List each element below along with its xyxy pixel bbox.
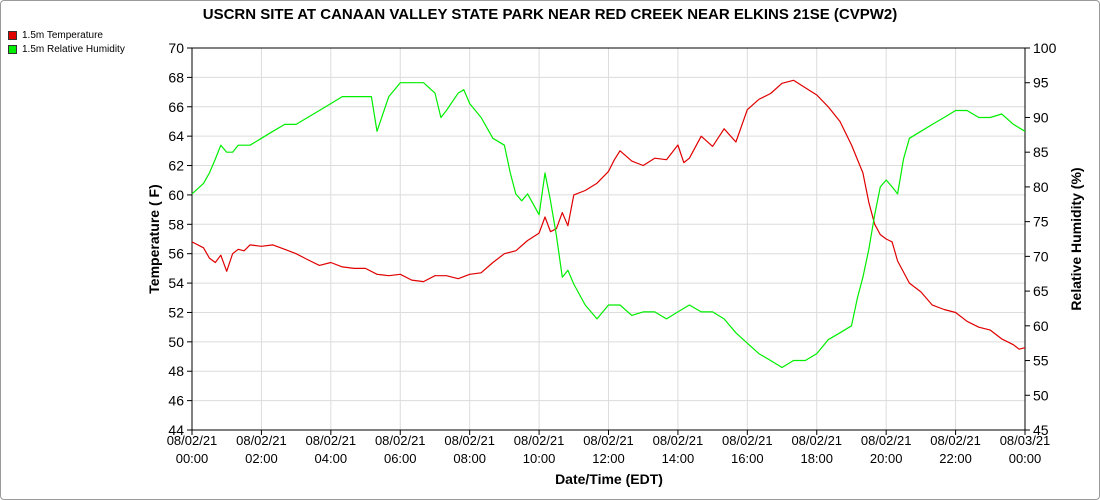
y-left-tick-label: 50 [168, 334, 184, 350]
y-left-tick-label: 68 [168, 69, 184, 85]
y-left-tick-label: 62 [168, 158, 184, 174]
chart-title: USCRN SITE AT CANAAN VALLEY STATE PARK N… [203, 6, 898, 23]
y-left-tick-label: 66 [168, 99, 184, 115]
axis-ticks: 44 46 48 50 52 54 56 58 60 62 64 66 68 70 45 50 55 60 65 70… [167, 40, 1057, 466]
x-tick-label-date: 08/02/21 [167, 433, 218, 448]
y-right-tick-label: 100 [1033, 40, 1057, 56]
x-tick-label-date: 08/02/21 [861, 433, 912, 448]
y-left-tick-label: 58 [168, 216, 184, 232]
y-left-tick-label: 60 [168, 187, 184, 203]
y-left-tick-label: 70 [168, 40, 184, 56]
x-tick-label-time: 20:00 [870, 451, 903, 466]
x-tick-label-time: 18:00 [800, 451, 833, 466]
x-tick-label-date: 08/02/21 [514, 433, 565, 448]
y-left-tick-label: 64 [168, 128, 184, 144]
temperature-series-line [191, 79, 1026, 350]
x-tick-label-date: 08/02/21 [722, 433, 773, 448]
x-tick-label-time: 12:00 [592, 451, 625, 466]
series-layer [191, 79, 1026, 369]
legend-label-humidity: 1.5m Relative Humidity [22, 43, 125, 55]
x-tick-label-time: 16:00 [731, 451, 764, 466]
y-right-tick-label: 80 [1033, 179, 1049, 195]
y-right-tick-label: 55 [1033, 353, 1049, 369]
legend: 1.5m Temperature 1.5m Relative Humidity [8, 28, 125, 56]
x-tick-label-time: 14:00 [662, 451, 695, 466]
legend-item-humidity: 1.5m Relative Humidity [8, 42, 125, 56]
y-left-tick-label: 44 [168, 422, 184, 438]
temperature-swatch [8, 30, 17, 40]
x-tick-label-date: 08/02/21 [583, 433, 634, 448]
y-right-tick-label: 45 [1033, 422, 1049, 438]
y-right-tick-label: 60 [1033, 318, 1049, 334]
y-axis-left-label: Temperature ( F) [146, 184, 162, 293]
legend-label-temperature: 1.5m Temperature [22, 29, 103, 41]
y-right-tick-label: 90 [1033, 109, 1049, 125]
x-tick-label-date: 08/02/21 [930, 433, 981, 448]
y-right-tick-label: 70 [1033, 248, 1049, 264]
x-tick-label-date: 08/02/21 [375, 433, 426, 448]
y-right-tick-label: 75 [1033, 214, 1049, 230]
x-tick-label-time: 00:00 [176, 451, 209, 466]
x-tick-label-time: 22:00 [939, 451, 972, 466]
x-axis-label: Date/Time (EDT) [555, 471, 663, 487]
y-right-tick-label: 50 [1033, 387, 1049, 403]
y-left-tick-label: 52 [168, 304, 184, 320]
x-tick-label-date: 08/02/21 [653, 433, 704, 448]
y-left-tick-label: 54 [168, 275, 184, 291]
x-tick-label-date: 08/02/21 [236, 433, 287, 448]
y-left-tick-label: 46 [168, 393, 184, 409]
x-tick-label-time: 06:00 [384, 451, 417, 466]
x-tick-label-time: 02:00 [245, 451, 278, 466]
x-tick-label-time: 08:00 [453, 451, 486, 466]
x-tick-label-time: 10:00 [523, 451, 556, 466]
x-tick-label-date: 08/03/21 [1000, 433, 1051, 448]
humidity-series-line [191, 82, 1026, 369]
humidity-swatch [8, 44, 17, 54]
y-axis-right-label: Relative Humidity (%) [1068, 167, 1084, 310]
x-tick-label-date: 08/02/21 [444, 433, 495, 448]
x-tick-label-time: 04:00 [315, 451, 348, 466]
y-right-tick-label: 95 [1033, 75, 1049, 91]
x-tick-label-date: 08/02/21 [306, 433, 357, 448]
y-left-tick-label: 56 [168, 246, 184, 262]
x-tick-label-time: 00:00 [1009, 451, 1042, 466]
x-tick-label-date: 08/02/21 [791, 433, 842, 448]
grid-lines [191, 47, 1026, 431]
y-right-tick-label: 85 [1033, 144, 1049, 160]
y-right-tick-label: 65 [1033, 283, 1049, 299]
y-left-tick-label: 48 [168, 363, 184, 379]
legend-item-temperature: 1.5m Temperature [8, 28, 125, 42]
